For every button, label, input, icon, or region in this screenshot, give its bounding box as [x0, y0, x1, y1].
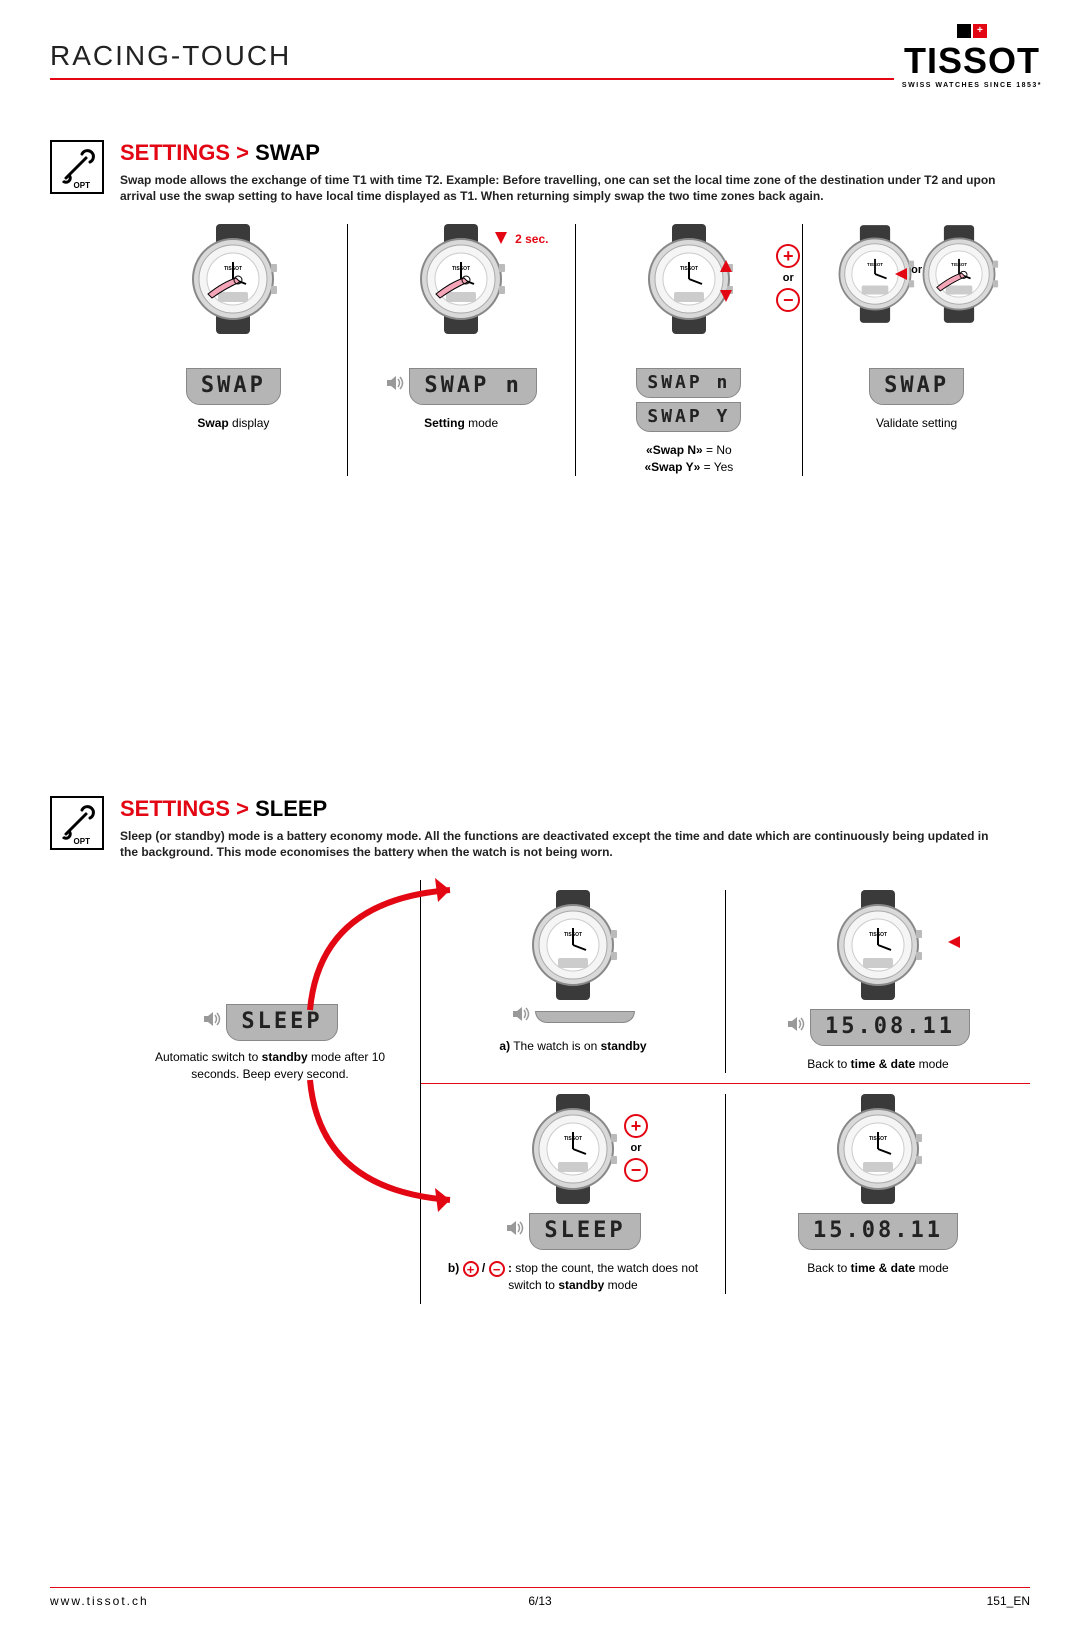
- sleep-cell-back-a: 15.08.11 Back to time & date mode: [726, 890, 1030, 1073]
- minus-icon: −: [489, 1261, 505, 1277]
- watch-icon: [833, 890, 923, 1000]
- sleep-row-b: + or − SLEEP b) + / − : stop the count, …: [421, 1084, 1030, 1304]
- document-title: RACING-TOUCH: [50, 40, 291, 72]
- swap-body: Swap mode allows the exchange of time T1…: [120, 172, 1000, 204]
- watch-icon: [528, 890, 618, 1000]
- sleep-left: SLEEP Automatic switch to standby mode a…: [120, 880, 420, 1303]
- brand-tagline: SWISS WATCHES SINCE 1853*: [902, 82, 1042, 89]
- sleep-grid: SLEEP Automatic switch to standby mode a…: [120, 880, 1030, 1303]
- lcd-display: SWAP n: [636, 368, 741, 398]
- footer-url: www.tissot.ch: [50, 1594, 149, 1608]
- logo-square-icon: [957, 24, 971, 38]
- duration-label: 2 sec.: [515, 232, 548, 246]
- brand-logo: + TISSOT SWISS WATCHES SINCE 1853*: [894, 20, 1050, 93]
- step-caption: Validate setting: [811, 415, 1022, 432]
- step-caption: Swap display: [128, 415, 339, 432]
- sleep-heading: SETTINGS > SLEEP: [120, 796, 1030, 822]
- lcd-display: SLEEP: [529, 1213, 640, 1250]
- speaker-icon: [202, 1010, 222, 1033]
- watch-icon: [833, 1094, 923, 1204]
- step-caption: Back to time & date mode: [736, 1056, 1020, 1073]
- or-label: or: [911, 264, 922, 276]
- lcd-display: [535, 1011, 635, 1023]
- footer-doc: 151_EN: [987, 1594, 1030, 1608]
- footer: www.tissot.ch 6/13 151_EN: [50, 1587, 1030, 1608]
- watch-icon: [188, 224, 278, 334]
- lcd-display: SWAP: [186, 368, 281, 405]
- arrow-down-icon: [495, 232, 507, 244]
- sleep-row-a: a) The watch is on standby 15.08.11 Back…: [421, 880, 1030, 1084]
- lcd-display: SWAP Y: [636, 402, 741, 432]
- swap-step-1: SWAP Swap display: [120, 224, 348, 476]
- speaker-icon: [505, 1219, 525, 1242]
- sleep-right: a) The watch is on standby 15.08.11 Back…: [420, 880, 1030, 1303]
- arrow-up-icon: [720, 260, 732, 272]
- lcd-display: SWAP n: [409, 368, 536, 405]
- sleep-body: Sleep (or standby) mode is a battery eco…: [120, 828, 1000, 860]
- step-caption: Back to time & date mode: [736, 1260, 1020, 1277]
- plus-icon: +: [776, 244, 800, 268]
- arrow-down-icon: [720, 290, 732, 302]
- watch-icon: [919, 224, 999, 324]
- heading-main: SWAP: [255, 140, 320, 165]
- sleep-cell-back-b: 15.08.11 Back to time & date mode: [726, 1094, 1030, 1294]
- step-caption: a) The watch is on standby: [431, 1038, 715, 1055]
- footer-page: 6/13: [528, 1594, 551, 1608]
- minus-icon: −: [624, 1158, 648, 1182]
- arrow-left-icon: [895, 268, 907, 280]
- arrow-left-icon: [948, 936, 960, 948]
- swap-step-4: or SWAP Validate setting: [803, 224, 1030, 476]
- swap-heading: SETTINGS > SWAP: [120, 140, 1030, 166]
- swap-step-3: + or − SWAP n SWAP Y «Swap N» = No «Swap…: [576, 224, 804, 476]
- watch-icon: [644, 224, 734, 334]
- swap-section: SETTINGS > SWAP Swap mode allows the exc…: [50, 140, 1030, 476]
- or-label: or: [783, 272, 794, 284]
- speaker-icon: [786, 1015, 806, 1038]
- plus-minus-group: + or −: [776, 244, 800, 312]
- step-caption: Setting mode: [356, 415, 567, 432]
- speaker-icon: [511, 1005, 531, 1028]
- watch-icon: [416, 224, 506, 334]
- sleep-cell-cancel: + or − SLEEP b) + / − : stop the count, …: [421, 1094, 726, 1294]
- opt-wrench-icon: [50, 140, 104, 194]
- brand-name: TISSOT: [902, 40, 1042, 82]
- step-caption: b) + / − : stop the count, the watch doe…: [431, 1260, 715, 1294]
- lcd-display: 15.08.11: [798, 1213, 958, 1250]
- sleep-cell-standby: a) The watch is on standby: [421, 890, 726, 1073]
- opt-wrench-icon: [50, 796, 104, 850]
- heading-prefix: SETTINGS >: [120, 140, 255, 165]
- plus-minus-group: + or −: [624, 1114, 648, 1182]
- heading-main: SLEEP: [255, 796, 327, 821]
- plus-icon: +: [624, 1114, 648, 1138]
- plus-icon: +: [463, 1261, 479, 1277]
- swap-steps: SWAP Swap display 2 sec. SWAP n Setting …: [120, 224, 1030, 476]
- header: RACING-TOUCH: [50, 40, 1030, 80]
- minus-icon: −: [776, 288, 800, 312]
- swiss-cross-icon: +: [973, 24, 987, 38]
- speaker-icon: [385, 374, 405, 397]
- step-caption: «Swap N» = No «Swap Y» = Yes: [584, 442, 795, 476]
- sleep-section: SETTINGS > SLEEP Sleep (or standby) mode…: [50, 796, 1030, 1304]
- watch-icon: [528, 1094, 618, 1204]
- lcd-display: 15.08.11: [810, 1009, 970, 1046]
- heading-prefix: SETTINGS >: [120, 796, 255, 821]
- swap-step-2: 2 sec. SWAP n Setting mode: [348, 224, 576, 476]
- or-label: or: [631, 1142, 642, 1154]
- lcd-display: SWAP: [869, 368, 964, 405]
